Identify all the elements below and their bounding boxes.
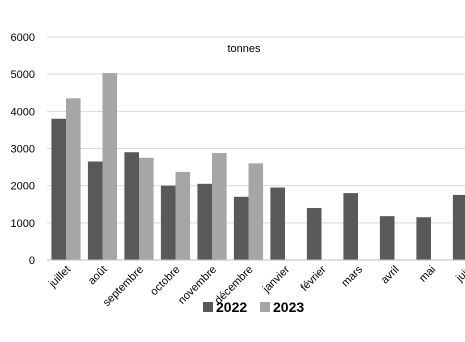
bar-2023-juillet	[66, 98, 81, 260]
y-tick-label: 3000	[11, 144, 35, 156]
bar-2023-octobre	[175, 171, 191, 260]
x-tick-label: novembre	[176, 264, 219, 307]
x-tick-label: juin	[453, 264, 465, 285]
legend-label-2022: 2022	[216, 299, 247, 315]
x-tick-label: août	[86, 264, 110, 288]
y-tick-label: 0	[29, 255, 35, 267]
x-tick-label: mai	[417, 264, 438, 285]
legend-label-2023: 2023	[273, 299, 304, 315]
y-tick-label: 6000	[11, 32, 35, 44]
legend-swatch-2023	[260, 302, 270, 312]
y-tick-label: 5000	[11, 69, 35, 81]
bar-2022-avril	[379, 216, 395, 260]
legend: 2022 2023	[203, 299, 304, 315]
bar-2022-janvier	[270, 187, 285, 260]
bar-2022-août	[87, 161, 103, 260]
bar-2022-juin	[452, 194, 465, 260]
y-tick-label: 2000	[11, 181, 35, 193]
unit-label: tonnes	[227, 43, 261, 55]
bar-2023-décembre	[248, 163, 264, 260]
legend-swatch-2022	[203, 302, 213, 312]
bar-2022-mars	[343, 193, 358, 260]
bar-2023-novembre	[212, 152, 227, 260]
bar-2022-décembre	[233, 196, 249, 260]
bar-2022-octobre	[160, 185, 176, 260]
x-tick-label: octobre	[148, 264, 182, 298]
y-tick-label: 4000	[11, 106, 35, 118]
bar-2023-septembre	[139, 157, 154, 260]
bar-2022-septembre	[124, 152, 139, 260]
y-axis-ticks: 0 1000 2000 3000 4000 5000 6000	[11, 32, 35, 267]
x-tick-label: avril	[379, 264, 402, 287]
x-tick-label: juillet	[46, 264, 73, 291]
bar-2022-mai	[416, 217, 431, 260]
bar-2022-novembre	[197, 183, 212, 260]
x-tick-label: février	[299, 263, 329, 293]
x-tick-label: janvier	[260, 263, 292, 295]
y-tick-label: 1000	[11, 218, 35, 230]
x-tick-label: mars	[339, 263, 365, 289]
bars	[51, 73, 465, 261]
bar-2022-février	[306, 207, 322, 260]
bar-2022-juillet	[51, 118, 66, 261]
bar-2023-août	[102, 73, 118, 260]
